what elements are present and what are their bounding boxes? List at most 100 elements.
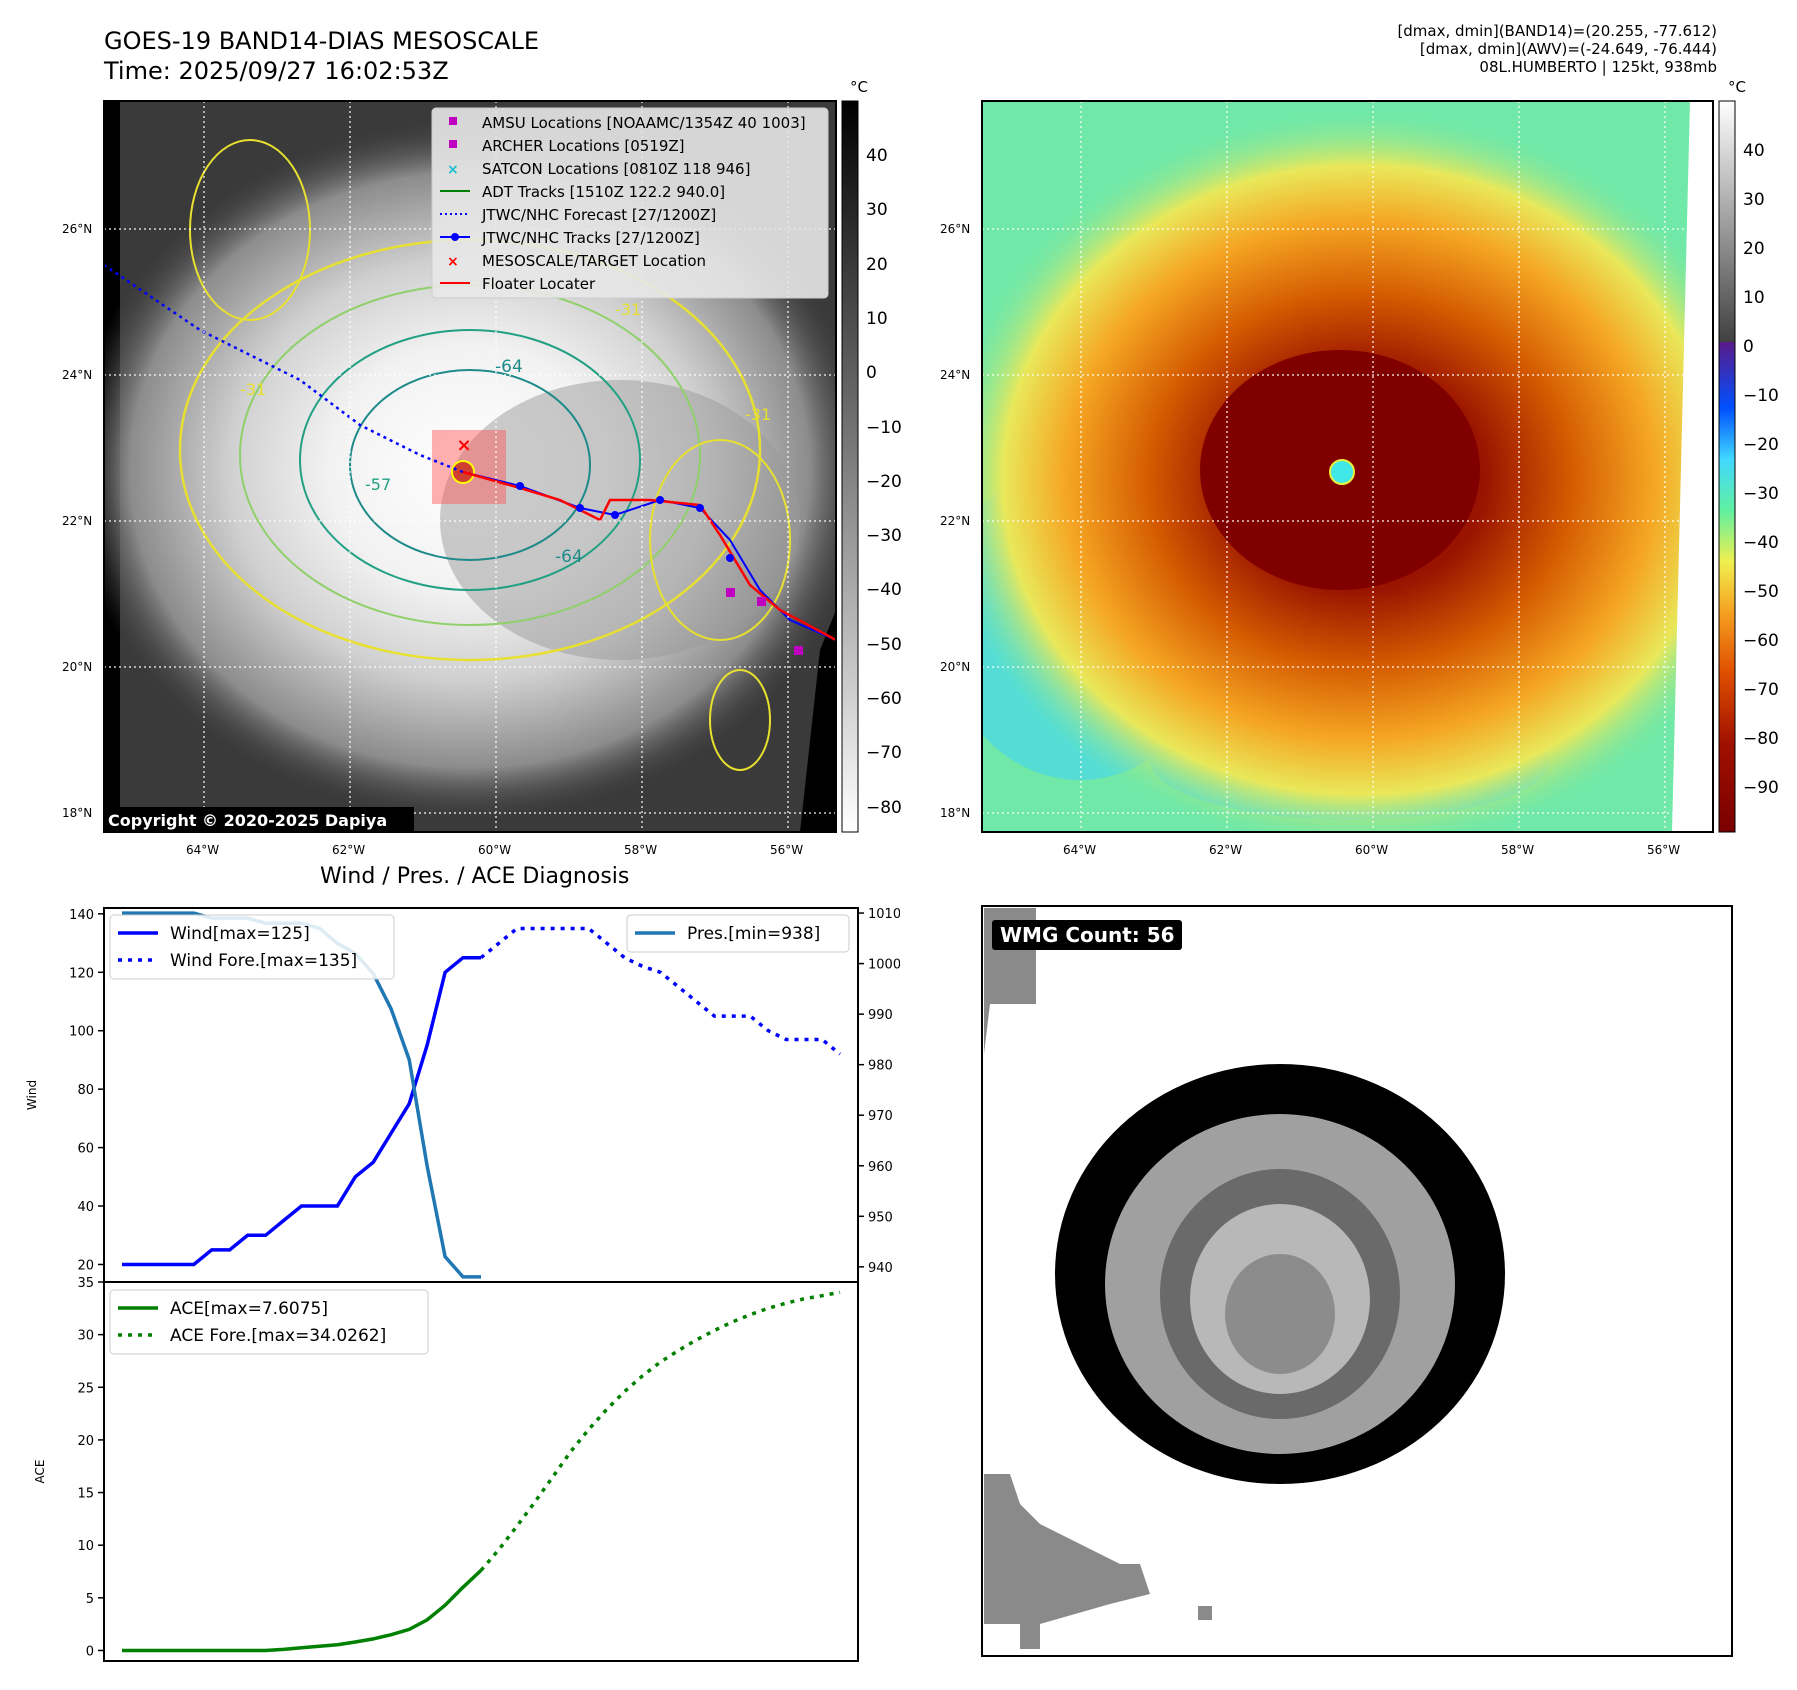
legend-floater: Floater Locater bbox=[482, 275, 596, 293]
ace-legend: ACE[max=7.6075] ACE Fore.[max=34.0262] bbox=[109, 1289, 429, 1355]
legend-entry: Wind Fore.[max=135] bbox=[170, 951, 357, 971]
gray-colorbar bbox=[841, 100, 859, 833]
color-colorbar-tick: 0 bbox=[1743, 337, 1754, 357]
wind-tick-label: 100 bbox=[69, 1025, 94, 1040]
lon-tick: 56°W bbox=[770, 843, 804, 857]
main-title: GOES-19 BAND14-DIAS MESOSCALE Time: 2025… bbox=[104, 27, 540, 85]
stats-header: [dmax, dmin](BAND14)=(20.255, -77.612) [… bbox=[1397, 22, 1717, 76]
wind-line bbox=[122, 955, 481, 1267]
wind-tick-label: 60 bbox=[77, 1142, 94, 1157]
lon-tick: 58°W bbox=[624, 843, 658, 857]
color-colorbar-tick: −70 bbox=[1743, 680, 1779, 700]
pressure-tick-label: 990 bbox=[868, 1008, 893, 1023]
ace-forecast-line bbox=[479, 1290, 841, 1572]
wind-tick-label: 120 bbox=[69, 966, 94, 981]
lon-tick: 60°W bbox=[478, 843, 512, 857]
lat-tick: 24°N bbox=[62, 368, 93, 382]
lat-tick: 22°N bbox=[940, 514, 971, 528]
lat-tick: 22°N bbox=[62, 514, 93, 528]
wind-forecast-line bbox=[479, 926, 842, 1056]
pressure-tick-label: 960 bbox=[868, 1160, 893, 1175]
lon-tick: 58°W bbox=[1501, 843, 1535, 857]
lon-tick: 62°W bbox=[1209, 843, 1243, 857]
color-colorbar bbox=[1718, 100, 1736, 833]
ace-line bbox=[122, 1569, 483, 1653]
wind-tick-label: 20 bbox=[77, 1258, 94, 1273]
pressure-tick-label: 940 bbox=[868, 1261, 893, 1276]
copyright-box bbox=[104, 807, 414, 832]
wind-tick-label: 80 bbox=[77, 1083, 94, 1098]
lat-tick: 20°N bbox=[62, 660, 93, 674]
ace-axis-label: ACE bbox=[33, 1460, 47, 1484]
gray-colorbar-tick: −20 bbox=[866, 471, 902, 492]
ace-tick-label: 5 bbox=[86, 1592, 94, 1607]
legend-entry: ACE[max=7.6075] bbox=[170, 1299, 328, 1319]
pressure-tick-label: 950 bbox=[868, 1210, 893, 1225]
pressure-legend: Pres.[min=938] bbox=[626, 914, 850, 953]
wmg-count-label: WMG Count: 56 bbox=[1000, 923, 1175, 947]
ace-tick-label: 20 bbox=[77, 1434, 94, 1449]
colorbar-unit: °C bbox=[1728, 78, 1746, 96]
contour-label: -57 bbox=[365, 475, 391, 494]
pressure-tick-label: 1000 bbox=[868, 958, 900, 973]
pressure-tick-label: 970 bbox=[868, 1109, 893, 1124]
wind-legend: Wind[max=125] Wind Fore.[max=135] bbox=[109, 914, 395, 980]
legend-adt: ADT Tracks [1510Z 122.2 940.0] bbox=[482, 183, 725, 201]
lon-tick: 62°W bbox=[332, 843, 366, 857]
color-colorbar-tick: −50 bbox=[1743, 582, 1779, 602]
legend-satcon: SATCON Locations [0810Z 118 946] bbox=[482, 160, 750, 178]
lon-tick: 56°W bbox=[1647, 843, 1681, 857]
ir-color-map bbox=[982, 101, 1713, 832]
wind-tick-label: 40 bbox=[77, 1200, 94, 1215]
wmg-panel: WMG Count: 56 bbox=[981, 905, 1733, 1657]
contour-label: -64 bbox=[495, 357, 523, 377]
ace-tick-label: 35 bbox=[77, 1276, 94, 1291]
contour-label: -64 bbox=[555, 547, 583, 567]
svg-text:×: × bbox=[447, 162, 459, 178]
legend-entry: ACE Fore.[max=34.0262] bbox=[170, 1326, 386, 1346]
gray-colorbar-tick: −30 bbox=[866, 526, 902, 547]
legend-tracks: JTWC/NHC Tracks [27/1200Z] bbox=[481, 229, 700, 247]
gray-colorbar-tick: 10 bbox=[866, 308, 888, 329]
color-colorbar-tick: 40 bbox=[1743, 141, 1765, 161]
ace-tick-label: 0 bbox=[86, 1644, 94, 1659]
legend-archer: ARCHER Locations [0519Z] bbox=[482, 137, 685, 155]
color-colorbar-tick: −40 bbox=[1743, 533, 1779, 553]
gray-colorbar-tick: −70 bbox=[866, 743, 902, 764]
gray-colorbar-tick: 20 bbox=[866, 254, 888, 275]
gray-colorbar-tick: 0 bbox=[866, 363, 877, 384]
diagnosis-title: Wind / Pres. / ACE Diagnosis bbox=[320, 864, 630, 889]
color-colorbar-tick: 10 bbox=[1743, 288, 1765, 308]
svg-text:×: × bbox=[447, 254, 459, 270]
gray-colorbar-tick: 40 bbox=[866, 146, 888, 166]
lat-tick: 18°N bbox=[940, 806, 971, 820]
gray-colorbar-tick: −80 bbox=[866, 797, 902, 818]
legend-amsu: AMSU Locations [NOAAMC/1354Z 40 1003] bbox=[482, 114, 806, 132]
lat-tick: 24°N bbox=[940, 368, 971, 382]
color-colorbar-tick: 30 bbox=[1743, 190, 1765, 210]
copyright-text: Copyright © 2020-2025 Dapiya bbox=[108, 811, 387, 830]
ace-tick-label: 25 bbox=[77, 1381, 94, 1396]
diagnosis-frame bbox=[103, 907, 859, 1662]
color-colorbar-tick: −60 bbox=[1743, 631, 1779, 651]
lon-tick: 64°W bbox=[1063, 843, 1097, 857]
contour-label: -31 bbox=[240, 380, 266, 399]
gray-colorbar-tick: −50 bbox=[866, 634, 902, 655]
color-colorbar-tick: −20 bbox=[1743, 435, 1779, 455]
contour-label: -31 bbox=[615, 300, 641, 319]
ace-tick-label: 10 bbox=[77, 1539, 94, 1554]
lat-tick: 20°N bbox=[940, 660, 971, 674]
color-colorbar-tick: −90 bbox=[1743, 778, 1779, 798]
gray-colorbar-tick: −10 bbox=[866, 417, 902, 438]
lon-tick: 64°W bbox=[186, 843, 220, 857]
lat-tick: 18°N bbox=[62, 806, 93, 820]
lat-tick: 26°N bbox=[62, 222, 93, 236]
color-colorbar-tick: −10 bbox=[1743, 386, 1779, 406]
gray-colorbar-tick: 30 bbox=[866, 200, 888, 221]
legend-forecast: JTWC/NHC Forecast [27/1200Z] bbox=[481, 206, 716, 224]
wind-tick-label: 140 bbox=[69, 908, 94, 923]
colorbar-unit: °C bbox=[850, 78, 868, 96]
gray-colorbar-tick: −60 bbox=[866, 689, 902, 709]
color-colorbar-tick: 20 bbox=[1743, 239, 1765, 259]
map-panels: × -64 -64 -31 -31 -31 -57 Copyright © 20… bbox=[103, 100, 1736, 833]
